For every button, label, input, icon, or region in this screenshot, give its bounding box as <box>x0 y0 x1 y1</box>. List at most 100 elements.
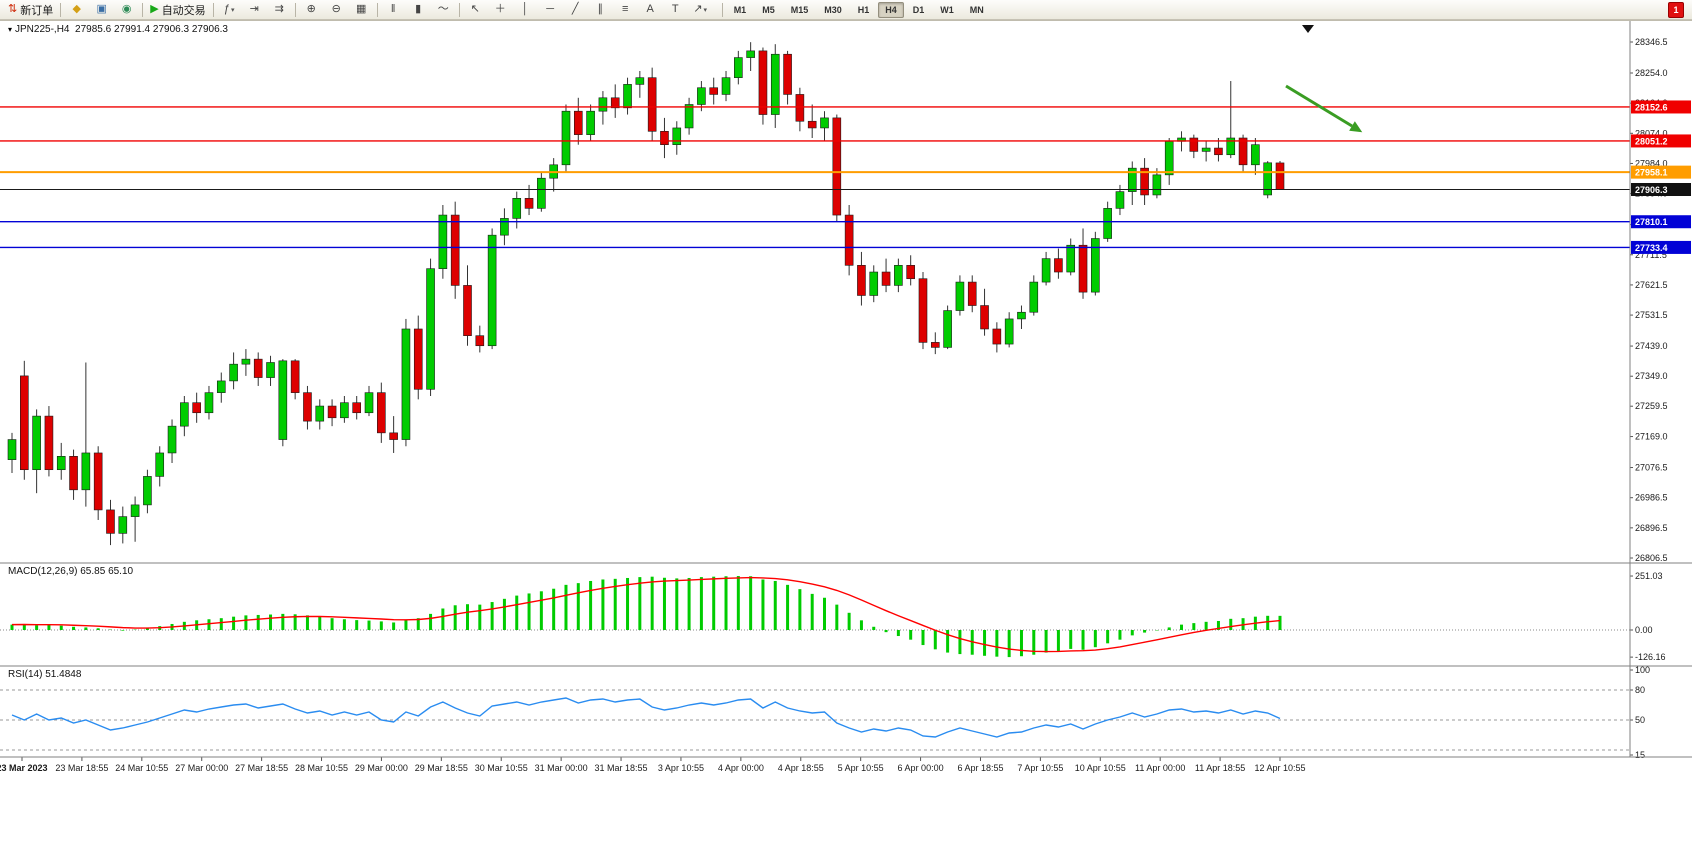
svg-text:28254.0: 28254.0 <box>1635 68 1668 78</box>
svg-text:27711.5: 27711.5 <box>1635 250 1667 260</box>
horizontal-line-button[interactable]: ─ <box>539 0 562 19</box>
svg-text:15: 15 <box>1635 750 1645 760</box>
svg-text:31 Mar 00:00: 31 Mar 00:00 <box>535 763 588 773</box>
svg-text:50: 50 <box>1635 715 1645 725</box>
fibonacci-icon: ≡ <box>621 3 629 15</box>
timeframe-mn-button[interactable]: MN <box>969 4 984 15</box>
svg-text:6 Apr 18:55: 6 Apr 18:55 <box>957 763 1003 773</box>
svg-text:27076.5: 27076.5 <box>1635 463 1668 473</box>
timeframe-toolbar: M1 M5 M15 M30 H1 H4 D1 W1 MN <box>719 1 992 18</box>
timeframe-m30-button[interactable]: M30 <box>824 4 842 15</box>
chart-window: 251.03 0.00 -126.16 100 80 50 15 28346.5 28254… <box>0 20 1692 846</box>
timeframe-h4-button[interactable]: H4 <box>878 1 904 18</box>
timeframe-h1-button[interactable]: H1 <box>857 4 870 15</box>
text-label-button[interactable]: T <box>664 0 687 19</box>
autotrade-button[interactable]: ▶ 自动交易 <box>147 0 208 19</box>
svg-text:26986.5: 26986.5 <box>1635 493 1668 503</box>
timeframe-d1-button[interactable]: D1 <box>912 4 925 15</box>
svg-text:26806.5: 26806.5 <box>1635 553 1668 563</box>
text-button[interactable]: A <box>639 0 662 19</box>
navigator-button[interactable]: ◉ <box>115 0 138 19</box>
zoom-in-icon: ⊕ <box>306 3 316 15</box>
svg-text:27984.0: 27984.0 <box>1635 158 1668 168</box>
svg-text:27621.5: 27621.5 <box>1635 280 1668 290</box>
arrows-icon: ↗ <box>693 3 703 15</box>
annotation-arrow[interactable] <box>1285 84 1363 133</box>
chart-canvas[interactable]: 251.03 0.00 -126.16 100 80 50 15 28346.5 28254… <box>0 20 1692 846</box>
chart-title: ▾ JPN225-,H4 27985.6 27991.4 27906.3 2790… <box>8 24 228 35</box>
trendline-icon: ╱ <box>571 3 579 15</box>
svg-text:27259.5: 27259.5 <box>1635 401 1668 411</box>
timeframe-m15-button[interactable]: M15 <box>790 4 809 15</box>
auto-scroll-button[interactable]: ⇉ <box>268 0 291 19</box>
svg-text:11 Apr 18:55: 11 Apr 18:55 <box>1195 763 1245 773</box>
svg-text:23 Mar 18:55: 23 Mar 18:55 <box>55 763 108 773</box>
vertical-line-button[interactable]: │ <box>514 0 537 19</box>
svg-text:23 Mar 2023: 23 Mar 2023 <box>0 763 48 773</box>
bar-chart-icon: ‖ <box>390 3 396 15</box>
svg-text:100: 100 <box>1635 665 1650 675</box>
toolbar-separator <box>60 2 62 17</box>
svg-text:29 Mar 00:00: 29 Mar 00:00 <box>355 763 408 773</box>
macd-signal-value: 65.10 <box>108 566 134 577</box>
macd-label: MACD(12,26,9) 65.85 65.10 <box>8 566 133 577</box>
svg-text:0.00: 0.00 <box>1635 625 1653 635</box>
svg-text:27 Mar 18:55: 27 Mar 18:55 <box>235 763 288 773</box>
indicators-list-button[interactable]: ƒ ▾ <box>218 0 241 19</box>
tile-windows-button[interactable]: ▦ <box>350 0 373 19</box>
candlestick-chart-button[interactable]: ▮ <box>407 0 430 19</box>
trendline-button[interactable]: ╱ <box>564 0 587 19</box>
svg-text:29 Mar 18:55: 29 Mar 18:55 <box>415 763 468 773</box>
auto-scroll-icon: ⇉ <box>274 3 284 15</box>
new-order-label: 新订单 <box>20 4 54 17</box>
text-label-icon: T <box>671 3 679 15</box>
line-chart-button[interactable]: ～ <box>432 0 455 19</box>
text-icon: A <box>646 3 654 15</box>
new-order-button[interactable]: ⇅ 新订单 <box>5 0 56 19</box>
panel-borders <box>0 20 1692 758</box>
notification-badge[interactable]: 1 <box>1668 1 1684 18</box>
macd-panel: 251.03 0.00 -126.16 <box>0 571 1666 662</box>
svg-text:4 Apr 00:00: 4 Apr 00:00 <box>718 763 764 773</box>
timeframe-w1-button[interactable]: W1 <box>940 4 954 15</box>
svg-text:80: 80 <box>1635 685 1645 695</box>
zoom-in-button[interactable]: ⊕ <box>300 0 323 19</box>
scroll-end-marker[interactable] <box>1302 25 1314 33</box>
rsi-label: RSI(14) 51.4848 <box>8 669 81 680</box>
svg-text:26896.5: 26896.5 <box>1635 523 1668 533</box>
channel-button[interactable]: ∥ <box>589 0 612 19</box>
macd-main-value: 65.85 <box>80 566 106 577</box>
timeframe-m5-button[interactable]: M5 <box>762 4 775 15</box>
svg-text:27349.0: 27349.0 <box>1635 371 1668 381</box>
channel-icon: ∥ <box>597 3 603 15</box>
arrows-button[interactable]: ↗ ▾ <box>689 0 712 19</box>
crosshair-button[interactable]: ＋ <box>489 0 512 19</box>
svg-text:27958.1: 27958.1 <box>1635 168 1668 178</box>
bar-chart-button[interactable]: ‖ <box>382 0 405 19</box>
time-axis[interactable]: 23 Mar 2023 23 Mar 18:55 24 Mar 10:55 27 Ma… <box>0 757 1306 773</box>
shift-chart-button[interactable]: ⇥ <box>243 0 266 19</box>
toolbar-separator <box>294 2 296 17</box>
dropdown-triangle-icon[interactable]: ▾ <box>8 25 13 34</box>
market-watch-button[interactable]: ◆ <box>65 0 88 19</box>
toolbar-right: 1 <box>1668 1 1688 18</box>
chart-window-button[interactable]: ▣ <box>90 0 113 19</box>
svg-text:28 Mar 10:55: 28 Mar 10:55 <box>295 763 348 773</box>
fibonacci-button[interactable]: ≡ <box>614 0 637 19</box>
horizontal-level-lines[interactable] <box>0 106 1630 249</box>
price-axis[interactable]: 28346.528254.028164.028074.027984.027894… <box>1630 37 1691 563</box>
crosshair-icon: ＋ <box>494 3 506 15</box>
navigator-icon: ◉ <box>121 3 132 15</box>
svg-text:27169.0: 27169.0 <box>1635 432 1668 442</box>
shift-chart-icon: ⇥ <box>249 3 259 15</box>
timeframe-m1-button[interactable]: M1 <box>733 4 747 15</box>
candles-layer <box>7 42 1285 546</box>
ohlc-text: 27985.6 27991.4 27906.3 27906.3 <box>75 24 228 35</box>
cursor-icon: ↖ <box>470 3 480 15</box>
toolbar-button-groups: ⇅ 新订单 ◆ ▣ ◉ ▶ 自动交易 ƒ ▾ ⇥ ⇉ ⊕ ⊖ ▦ ‖ ▮ ～ ↖ ＋ │ ─ ╱ ∥ ≡ A T ↗ ▾ <box>4 0 713 19</box>
cursor-button[interactable]: ↖ <box>464 0 487 19</box>
zoom-out-button[interactable]: ⊖ <box>325 0 348 19</box>
svg-text:30 Mar 10:55: 30 Mar 10:55 <box>475 763 528 773</box>
autotrade-icon: ▶ <box>150 3 159 15</box>
